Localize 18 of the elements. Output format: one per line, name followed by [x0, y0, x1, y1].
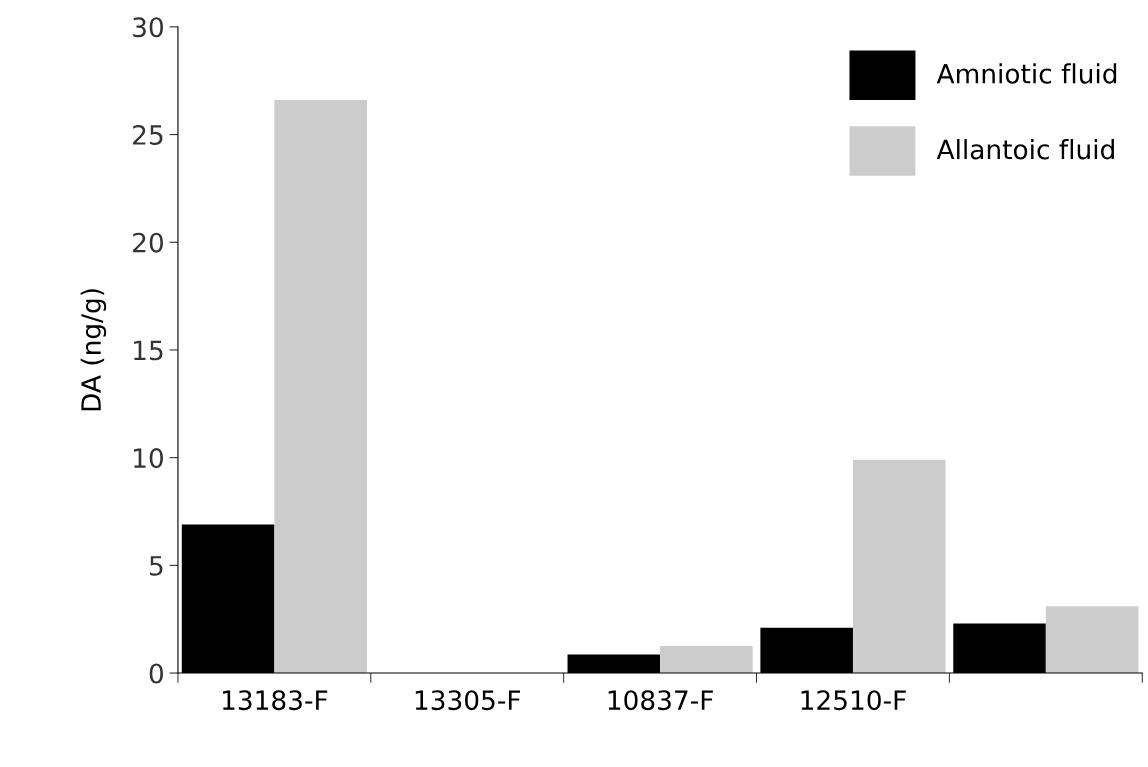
bar — [274, 100, 367, 674]
y-tick-label: 20 — [133, 232, 163, 253]
y-axis-title: DA (ng/g) — [80, 289, 107, 411]
legend-label: Amniotic fluid — [936, 63, 1117, 84]
legend-label: Allantoic fluid — [936, 139, 1114, 160]
x-tick-label: 10837-F — [608, 690, 713, 711]
y-tick-label: 30 — [133, 17, 163, 38]
x-tick-label: 12510-F — [801, 690, 906, 711]
bar — [660, 645, 753, 674]
y-tick-label: 10 — [134, 448, 163, 469]
y-tick-label: 25 — [133, 124, 163, 145]
bar — [1045, 606, 1139, 674]
x-tick-label: 13183-F — [222, 690, 328, 711]
bar — [852, 459, 946, 674]
y-tick-label: 5 — [149, 556, 163, 576]
x-tick-label: 13305-F — [415, 690, 521, 711]
y-tick-label: 15 — [134, 340, 163, 361]
y-tick-label: 0 — [149, 663, 163, 684]
